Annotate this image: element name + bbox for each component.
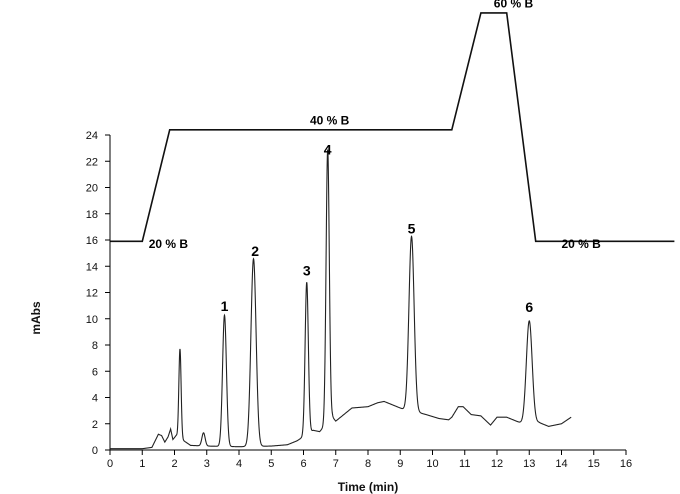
peak-label-3: 3 bbox=[303, 262, 311, 278]
x-tick-label: 4 bbox=[236, 458, 242, 470]
gradient-label: 60 % B bbox=[494, 0, 534, 11]
x-tick-label: 8 bbox=[365, 458, 371, 470]
x-tick-label: 12 bbox=[491, 458, 503, 470]
x-tick-label: 16 bbox=[620, 458, 632, 470]
y-tick-label: 10 bbox=[86, 314, 98, 326]
y-tick-label: 2 bbox=[92, 419, 98, 431]
y-tick-label: 16 bbox=[86, 235, 98, 247]
gradient-label: 20 % B bbox=[562, 237, 602, 251]
x-tick-label: 6 bbox=[300, 458, 306, 470]
x-tick-label: 10 bbox=[426, 458, 438, 470]
y-tick-label: 20 bbox=[86, 183, 98, 195]
gradient-line bbox=[110, 12, 675, 243]
peak-label-2: 2 bbox=[251, 243, 259, 259]
x-tick-label: 15 bbox=[588, 458, 600, 470]
peak-label-4: 4 bbox=[324, 142, 332, 158]
x-axis-ticks: 0 1 2 3 4 5 6 7 8 9 10 11 12 13 14 15 16 bbox=[107, 450, 632, 470]
y-tick-label: 4 bbox=[92, 393, 98, 405]
x-tick-label: 3 bbox=[204, 458, 210, 470]
y-tick-label: 22 bbox=[86, 156, 98, 168]
peak-label-6: 6 bbox=[525, 299, 533, 315]
y-tick-label: 8 bbox=[92, 340, 98, 352]
y-tick-label: 18 bbox=[86, 209, 98, 221]
axes bbox=[109, 135, 626, 451]
peak-label-5: 5 bbox=[408, 220, 416, 236]
chromatogram-trace bbox=[110, 149, 572, 450]
x-tick-label: 7 bbox=[333, 458, 339, 470]
x-tick-label: 0 bbox=[107, 458, 113, 470]
y-tick-label: 0 bbox=[92, 445, 98, 457]
x-tick-label: 11 bbox=[459, 458, 470, 470]
x-axis-title: Time (min) bbox=[338, 480, 398, 494]
gradient-label: 40 % B bbox=[310, 114, 350, 128]
x-tick-label: 1 bbox=[139, 458, 145, 470]
x-tick-label: 2 bbox=[171, 458, 177, 470]
peak-labels: 1 2 3 4 5 6 bbox=[221, 142, 534, 316]
chromatogram-trace-group bbox=[110, 149, 572, 450]
y-tick-label: 6 bbox=[92, 366, 98, 378]
x-tick-label: 13 bbox=[523, 458, 535, 470]
y-tick-label: 12 bbox=[86, 288, 98, 300]
x-tick-label: 5 bbox=[268, 458, 274, 470]
gradient-profile: 20 % B 40 % B 60 % B 20 % B bbox=[110, 0, 675, 251]
y-axis-title: mAbs bbox=[29, 301, 43, 335]
gradient-label: 20 % B bbox=[149, 237, 189, 251]
peak-label-1: 1 bbox=[221, 298, 229, 314]
y-tick-label: 24 bbox=[86, 130, 98, 142]
x-tick-label: 14 bbox=[555, 458, 567, 470]
x-tick-label: 9 bbox=[397, 458, 403, 470]
y-tick-label: 14 bbox=[86, 261, 98, 273]
